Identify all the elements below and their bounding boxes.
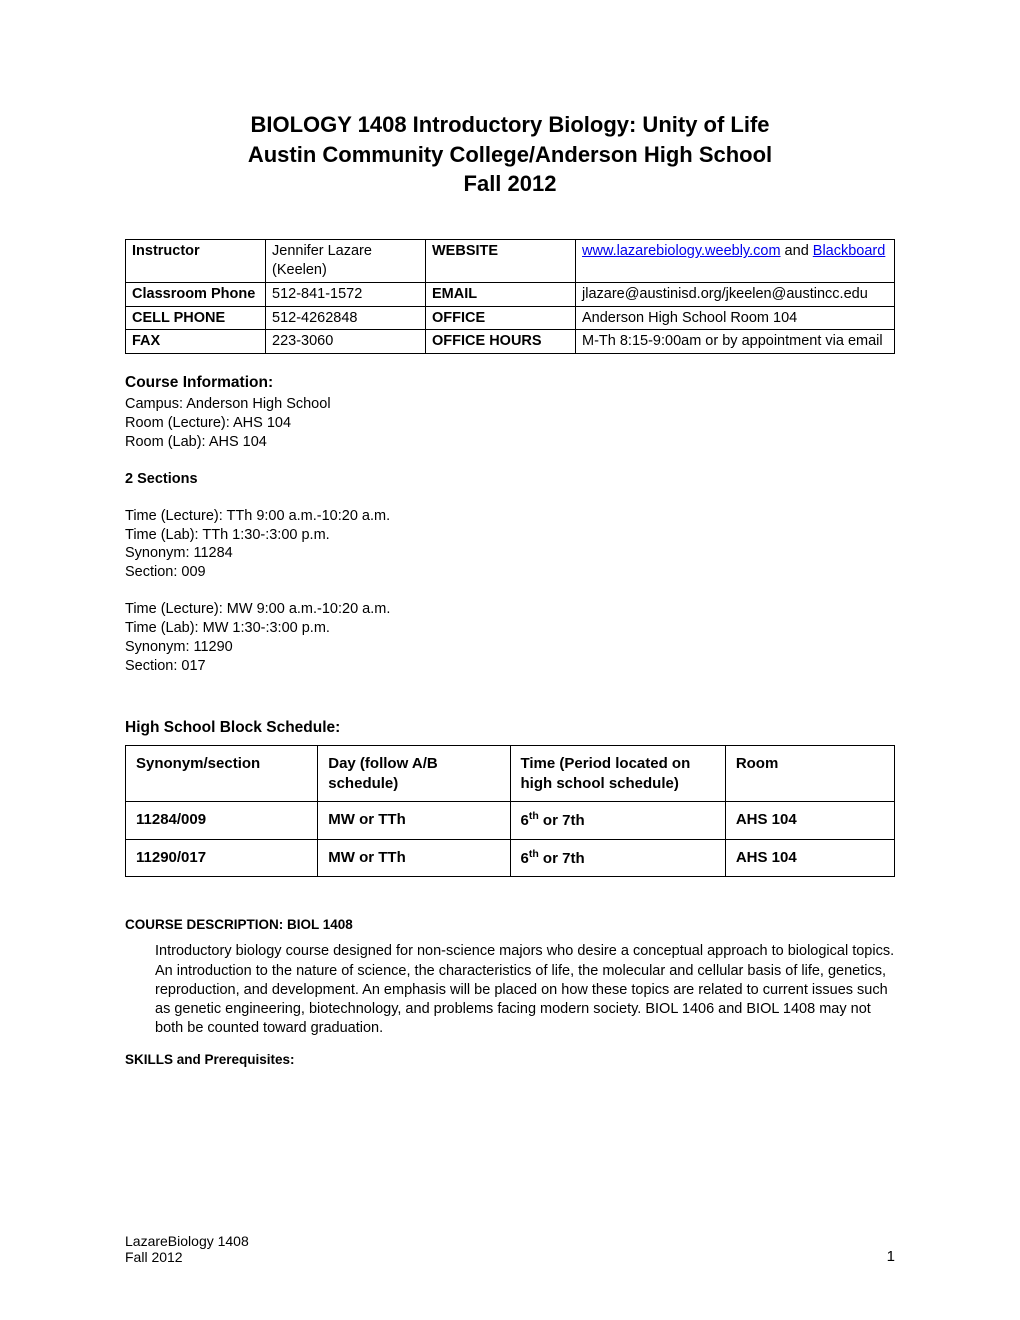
period-sup: th xyxy=(529,848,539,860)
room-lecture-line: Room (Lecture): AHS 104 xyxy=(125,414,895,433)
info-label: FAX xyxy=(126,330,266,354)
info-value: 512-841-1572 xyxy=(266,282,426,306)
page-number: 1 xyxy=(887,1248,895,1265)
section1-synonym: Synonym: 11284 xyxy=(125,544,895,563)
table-row: FAX 223-3060 OFFICE HOURS M-Th 8:15-9:00… xyxy=(126,330,895,354)
instructor-info-table: Instructor Jennifer Lazare (Keelen) WEBS… xyxy=(125,239,895,354)
info-value: 512-4262848 xyxy=(266,306,426,330)
sections-heading: 2 Sections xyxy=(125,470,895,489)
sched-header: Day (follow A/B schedule) xyxy=(318,746,510,802)
info-value: www.lazarebiology.weebly.com and Blackbo… xyxy=(576,240,895,283)
blackboard-link[interactable]: Blackboard xyxy=(813,243,886,259)
table-row: 11284/009 MW or TTh 6th or 7th AHS 104 xyxy=(126,802,895,840)
sched-header: Time (Period located on high school sche… xyxy=(510,746,725,802)
schedule-heading: High School Block Schedule: xyxy=(125,719,895,737)
info-value: M-Th 8:15-9:00am or by appointment via e… xyxy=(576,330,895,354)
table-row: 11290/017 MW or TTh 6th or 7th AHS 104 xyxy=(126,839,895,877)
info-label: OFFICE xyxy=(426,306,576,330)
info-label: OFFICE HOURS xyxy=(426,330,576,354)
period-suffix: or 7th xyxy=(539,812,585,829)
table-header-row: Synonym/section Day (follow A/B schedule… xyxy=(126,746,895,802)
sched-cell: AHS 104 xyxy=(725,839,894,877)
page-title-block: BIOLOGY 1408 Introductory Biology: Unity… xyxy=(125,110,895,199)
period-sup: th xyxy=(529,810,539,822)
section1-section: Section: 009 xyxy=(125,563,895,582)
period-prefix: 6 xyxy=(521,812,529,829)
section2-lecture: Time (Lecture): MW 9:00 a.m.-10:20 a.m. xyxy=(125,600,895,619)
info-label: EMAIL xyxy=(426,282,576,306)
course-info-heading: Course Information: xyxy=(125,374,895,392)
course-description-body: Introductory biology course designed for… xyxy=(125,942,895,1038)
skills-heading: SKILLS and Prerequisites: xyxy=(125,1052,895,1067)
sched-cell: 6th or 7th xyxy=(510,839,725,877)
table-row: CELL PHONE 512-4262848 OFFICE Anderson H… xyxy=(126,306,895,330)
sched-header: Synonym/section xyxy=(126,746,318,802)
sched-cell: MW or TTh xyxy=(318,802,510,840)
section1-lecture: Time (Lecture): TTh 9:00 a.m.-10:20 a.m. xyxy=(125,507,895,526)
info-label: Classroom Phone xyxy=(126,282,266,306)
room-lab-line: Room (Lab): AHS 104 xyxy=(125,433,895,452)
info-value: Anderson High School Room 104 xyxy=(576,306,895,330)
info-value: Jennifer Lazare (Keelen) xyxy=(266,240,426,283)
table-row: Instructor Jennifer Lazare (Keelen) WEBS… xyxy=(126,240,895,283)
sched-cell: 11284/009 xyxy=(126,802,318,840)
title-line-1: BIOLOGY 1408 Introductory Biology: Unity… xyxy=(125,110,895,140)
title-line-2: Austin Community College/Anderson High S… xyxy=(125,140,895,170)
info-value: jlazare@austinisd.org/jkeelen@austincc.e… xyxy=(576,282,895,306)
section1-lab: Time (Lab): TTh 1:30-:3:00 p.m. xyxy=(125,526,895,545)
sched-cell: 11290/017 xyxy=(126,839,318,877)
schedule-table: Synonym/section Day (follow A/B schedule… xyxy=(125,745,895,877)
section2-section: Section: 017 xyxy=(125,657,895,676)
table-row: Classroom Phone 512-841-1572 EMAIL jlaza… xyxy=(126,282,895,306)
course-description-heading: COURSE DESCRIPTION: BIOL 1408 xyxy=(125,917,895,932)
info-value: 223-3060 xyxy=(266,330,426,354)
period-suffix: or 7th xyxy=(539,850,585,867)
footer-line1: LazareBiology 1408 xyxy=(125,1233,895,1249)
section2-lab: Time (Lab): MW 1:30-:3:00 p.m. xyxy=(125,619,895,638)
info-label: CELL PHONE xyxy=(126,306,266,330)
link-joiner: and xyxy=(781,243,813,259)
section2-synonym: Synonym: 11290 xyxy=(125,638,895,657)
title-line-3: Fall 2012 xyxy=(125,169,895,199)
info-label: Instructor xyxy=(126,240,266,283)
info-label: WEBSITE xyxy=(426,240,576,283)
campus-line: Campus: Anderson High School xyxy=(125,395,895,414)
footer-line2: Fall 2012 xyxy=(125,1249,895,1265)
sched-header: Room xyxy=(725,746,894,802)
sched-cell: MW or TTh xyxy=(318,839,510,877)
sched-cell: AHS 104 xyxy=(725,802,894,840)
page-footer: LazareBiology 1408 Fall 2012 1 xyxy=(125,1233,895,1265)
period-prefix: 6 xyxy=(521,850,529,867)
website-link[interactable]: www.lazarebiology.weebly.com xyxy=(582,243,781,259)
sched-cell: 6th or 7th xyxy=(510,802,725,840)
